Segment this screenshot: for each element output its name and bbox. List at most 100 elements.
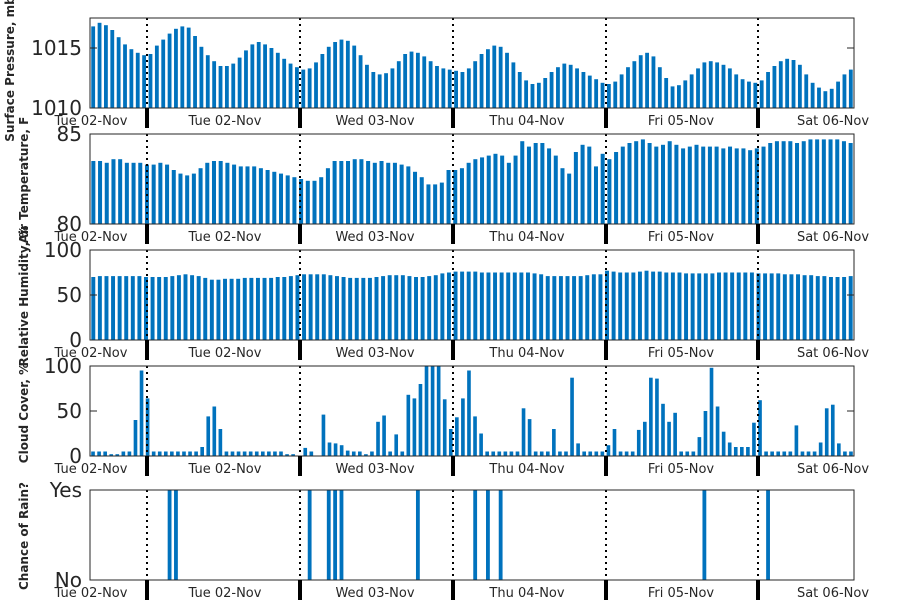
x-tick-label: Wed 03-Nov: [335, 586, 414, 600]
bar: [694, 144, 699, 224]
bar: [345, 450, 350, 456]
bar: [835, 277, 840, 340]
bar: [182, 451, 186, 456]
bar: [157, 277, 162, 340]
bar: [301, 69, 306, 108]
bar: [110, 30, 115, 108]
bar: [142, 55, 147, 108]
bar: [327, 442, 332, 456]
bar: [647, 143, 652, 224]
y-tick-label: 1015: [31, 36, 82, 60]
bar: [841, 141, 846, 224]
bar: [691, 451, 696, 456]
bar: [721, 148, 726, 224]
bar: [165, 164, 170, 224]
x-tick-label: Fri 05-Nov: [648, 114, 715, 129]
bar: [536, 82, 541, 108]
bar: [460, 72, 465, 108]
bar: [339, 39, 344, 108]
y-tick-label: 1010: [31, 96, 82, 120]
chart-panel-5: No Yes Tue 02-Nov Tue 02-Nov Wed 03-Nov Thu 0…: [17, 478, 869, 600]
bar: [842, 74, 847, 108]
bar: [130, 276, 135, 340]
x-tick-label: Tue 02-Nov: [188, 462, 262, 477]
bar: [702, 62, 707, 108]
bar: [800, 451, 805, 456]
bar: [252, 166, 257, 224]
bar: [352, 45, 357, 108]
bar: [776, 451, 781, 456]
bar: [446, 272, 451, 340]
bar: [275, 52, 280, 108]
bar: [815, 276, 820, 340]
bar: [225, 162, 230, 224]
bar: [307, 68, 312, 108]
bar: [733, 447, 738, 456]
bar: [473, 490, 478, 580]
x-tick-label: Sat 06-Nov: [797, 114, 869, 129]
bar: [493, 153, 498, 224]
bar: [701, 146, 706, 224]
bar: [384, 73, 388, 108]
bar: [157, 451, 162, 456]
bar: [319, 177, 324, 224]
bar: [506, 272, 511, 340]
x-tick-label: Thu 04-Nov: [488, 462, 564, 477]
bar: [180, 26, 185, 108]
bar: [216, 279, 221, 340]
bar: [367, 277, 372, 340]
bar: [614, 152, 619, 224]
bar: [218, 429, 223, 456]
bar: [664, 78, 669, 108]
bar: [104, 25, 108, 109]
x-tick-label: Tue 02-Nov: [54, 114, 128, 129]
bar: [673, 412, 677, 456]
bar: [430, 366, 435, 456]
bar: [374, 277, 379, 340]
bar: [185, 175, 190, 224]
bar: [275, 277, 280, 340]
bar: [288, 63, 293, 108]
x-tick-label: Wed 03-Nov: [335, 462, 414, 477]
bar: [598, 274, 603, 340]
bar: [849, 451, 853, 456]
bar: [794, 425, 799, 456]
bar: [212, 406, 217, 456]
bar: [333, 443, 338, 456]
bar: [441, 68, 446, 108]
bar: [186, 27, 191, 109]
bar: [358, 55, 363, 108]
bar: [326, 46, 331, 108]
bar: [191, 173, 196, 224]
bar: [685, 451, 690, 456]
bar: [759, 80, 764, 108]
bar: [696, 68, 700, 108]
bar: [321, 414, 326, 456]
bar: [578, 276, 583, 340]
bar: [212, 61, 217, 108]
bar: [619, 74, 624, 108]
bar: [273, 451, 277, 456]
bar: [804, 74, 809, 108]
x-tick-label: Fri 05-Nov: [648, 230, 715, 245]
bar: [326, 490, 331, 580]
bar: [170, 451, 174, 456]
bar: [630, 451, 635, 456]
bar: [766, 490, 770, 580]
bar: [236, 278, 241, 340]
bar: [328, 275, 333, 340]
bar: [806, 451, 811, 456]
bar: [575, 68, 579, 108]
bar: [582, 451, 586, 456]
bar: [752, 422, 756, 456]
bar: [255, 277, 260, 340]
bar: [115, 454, 120, 456]
plot-area-frame: [89, 17, 855, 109]
bar: [781, 141, 786, 224]
bar: [670, 86, 675, 108]
bar: [237, 57, 242, 108]
bar: [734, 148, 739, 224]
bar: [721, 431, 726, 456]
bar: [382, 415, 386, 456]
